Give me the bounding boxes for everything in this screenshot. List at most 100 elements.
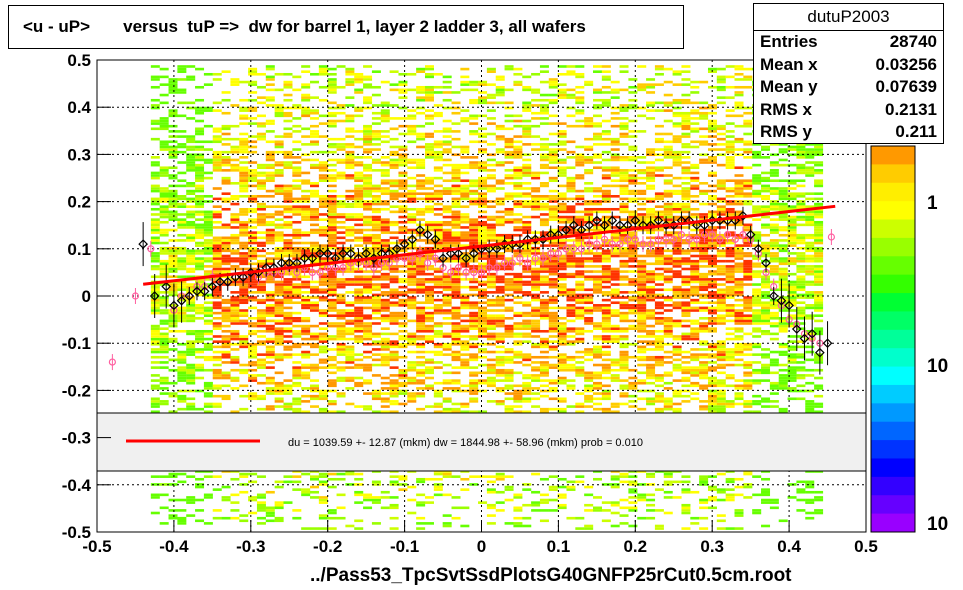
heatmap-cell [203,278,213,281]
heatmap-cell [495,150,505,154]
heatmap-cell [557,207,567,211]
heatmap-cell [398,184,408,188]
heatmap-cell [504,192,514,195]
heatmap-cell [442,140,452,144]
heatmap-cell [637,371,647,375]
heatmap-cell [469,397,479,401]
heatmap-cell [159,309,169,312]
heatmap-cell [407,304,417,307]
heatmap-cell [398,192,408,195]
heatmap-cell [398,88,408,92]
heatmap-cell [389,192,399,195]
heatmap-cell [646,288,656,292]
heatmap-cell [522,194,532,198]
heatmap-cell [283,348,293,351]
heatmap-cell [451,387,461,390]
heatmap-cell [398,124,408,128]
heatmap-cell [654,72,664,76]
heatmap-cell [619,296,629,299]
heatmap-cell [212,301,222,305]
heatmap-cell [318,361,328,364]
heatmap-cell [566,156,576,159]
heatmap-cell [601,85,611,89]
heatmap-cell [469,179,479,183]
heatmap-cell [363,278,373,281]
heatmap-cell [345,402,355,406]
heatmap-cell [389,358,399,362]
heatmap-cell [274,169,284,172]
heatmap-cell [486,200,496,203]
heatmap-cell [654,527,664,530]
heatmap-cell [566,220,576,224]
heatmap-cell [221,163,231,167]
heatmap-cell [548,324,558,328]
heatmap-cell [186,405,196,408]
heatmap-cell [654,124,664,128]
heatmap-cell [398,72,408,76]
heatmap-cell [283,293,293,297]
heatmap-cell [478,169,488,172]
heatmap-cell [557,291,567,294]
heatmap-cell [539,218,549,221]
heatmap-cell [566,384,576,388]
heatmap-cell [407,158,417,162]
heatmap-cell [601,228,611,232]
heatmap-cell [478,332,488,336]
heatmap-cell [274,184,284,188]
heatmap-cell [221,150,231,154]
heatmap-cell [363,259,373,263]
heatmap-cell [522,88,532,92]
heatmap-cell [478,236,488,240]
heatmap-cell [239,98,249,102]
heatmap-cell [628,252,638,255]
heatmap-cell [363,283,373,286]
heatmap-cell [363,498,373,502]
heatmap-cell [195,163,205,167]
heatmap-cell [646,493,656,497]
heatmap-cell [363,262,373,266]
heatmap-cell [628,174,638,177]
heatmap-cell [531,296,541,299]
heatmap-cell [310,397,320,401]
heatmap-cell [265,270,275,273]
heatmap-cell [575,252,585,255]
heatmap-cell [469,114,479,118]
heatmap-cell [301,301,311,305]
heatmap-cell [389,275,399,279]
heatmap-cell [424,241,434,245]
heatmap-cell [575,210,585,214]
heatmap-cell [354,288,364,292]
heatmap-cell [310,252,320,255]
heatmap-cell [548,363,558,367]
heatmap-cell [513,156,523,159]
heatmap-cell [371,309,381,312]
heatmap-cell [186,140,196,144]
heatmap-cell [336,332,346,336]
heatmap-cell [292,283,302,286]
heatmap-cell [221,280,231,284]
heatmap-cell [345,233,355,237]
heatmap-cell [203,319,213,323]
heatmap-cell [486,506,496,510]
heatmap-cell [601,397,611,401]
heatmap-cell [424,239,434,242]
heatmap-cell [230,376,240,380]
heatmap-cell [318,397,328,401]
heatmap-cell [177,145,187,149]
heatmap-cell [619,171,629,175]
heatmap-cell [619,106,629,110]
heatmap-cell [522,106,532,110]
heatmap-cell [495,257,505,260]
heatmap-cell [256,324,266,328]
heatmap-cell [575,355,585,359]
heatmap-cell [593,252,603,255]
heatmap-cell [504,161,514,164]
heatmap-cell [363,233,373,237]
heatmap-cell [539,366,549,369]
heatmap-cell [424,72,434,76]
heatmap-cell [265,75,275,79]
heatmap-cell [610,124,620,128]
heatmap-cell [575,329,585,333]
heatmap-cell [398,376,408,380]
heatmap-cell [310,140,320,144]
